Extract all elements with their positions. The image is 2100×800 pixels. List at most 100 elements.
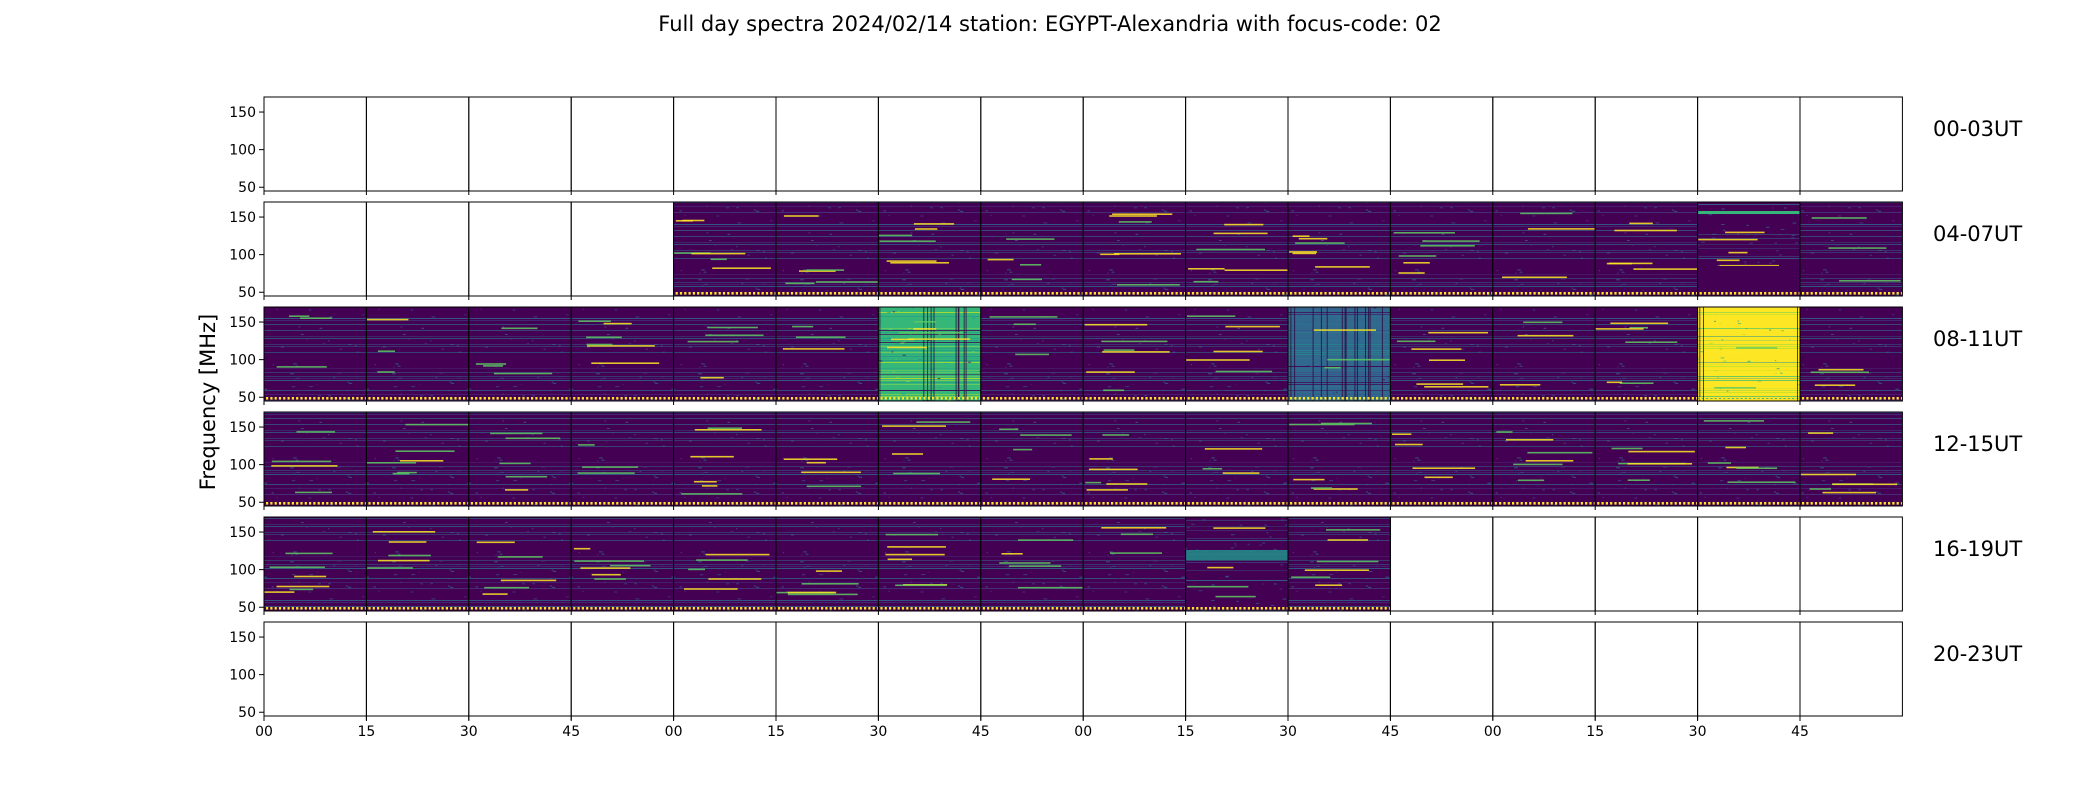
marker-dot [1234,397,1238,400]
marker-dot [1589,502,1592,505]
marker-dot [398,607,401,610]
marker-dot [1077,607,1080,610]
marker-dot [463,397,466,400]
panel-frame [365,96,470,192]
emission-line [712,267,771,269]
marker-dot [1141,292,1144,295]
marker-dot [697,502,700,505]
marker-dot [1520,292,1523,295]
marker-dot [603,502,606,505]
panel-frame [1492,621,1596,717]
marker-dot [1363,607,1366,610]
marker-dot [317,502,320,505]
marker-dot [962,607,965,610]
marker-dot [1171,502,1174,505]
marker-dot [727,397,730,400]
emission-line [887,346,927,349]
emission-line [499,462,531,465]
marker-dot [1047,502,1050,505]
marker-dot [1106,607,1109,610]
marker-dot [1618,292,1621,295]
marker-dot [1418,502,1421,505]
marker-dot [812,607,815,610]
marker-dot [1426,292,1429,295]
marker-dot [936,292,939,295]
marker-dot [1777,292,1780,295]
marker-dot [1380,502,1383,505]
marker-dot [757,292,760,295]
marker-dot [1243,397,1246,400]
marker-dot [1742,397,1745,400]
emission-line [1186,359,1250,361]
spectrogram-panel [1800,202,1903,296]
emission-line [289,315,310,317]
marker-dot [1260,397,1263,400]
marker-dot [1516,397,1519,400]
marker-dot [1474,502,1477,505]
marker-dot [1384,502,1387,505]
marker-dot [688,502,691,505]
marker-dot [458,397,461,400]
marker-dot [1576,502,1579,505]
marker-dot [697,292,700,295]
marker-dot [1265,607,1268,610]
marker-dot [552,607,555,610]
marker-dot [1132,397,1135,400]
marker-dot [1465,292,1468,295]
emission-line [1496,431,1513,433]
marker-dot [1179,292,1182,295]
marker-dot [1191,292,1195,295]
marker-dot [1849,397,1852,400]
marker-dot [859,607,862,610]
marker-dot [803,607,806,610]
emission-line [1396,340,1436,343]
marker-dot [1294,502,1297,505]
marker-dot [1413,397,1417,400]
marker-dot [697,397,700,400]
marker-dot [1004,502,1007,505]
spectrogram-panel [1390,202,1493,296]
marker-dot [897,397,900,400]
marker-dot [381,397,384,400]
marker-dot [688,292,691,295]
marker-dot [1213,397,1216,400]
marker-dot [356,502,359,505]
marker-dot [1729,502,1732,505]
marker-dot [1708,397,1711,400]
emission-line [1202,468,1223,470]
marker-dot [1524,292,1528,295]
marker-dot [765,397,769,400]
emission-line [1428,331,1489,334]
marker-dot [1678,397,1682,400]
marker-dot [1141,607,1144,610]
marker-dot [1200,292,1203,295]
emission-line [890,262,949,264]
marker-dot [718,502,721,505]
panel-frame [468,621,572,717]
marker-dot [1435,502,1438,505]
marker-dot [270,397,273,400]
marker-dot [722,292,726,295]
marker-dot [1819,292,1822,295]
y-tick-label: 150 [229,210,256,226]
marker-dot [1814,292,1818,295]
spectrogram-panel [1288,202,1391,296]
marker-dot [753,607,756,610]
marker-dot [786,397,789,400]
marker-dot [620,607,623,610]
marker-dot [283,607,286,610]
panel-frame [1799,306,1903,402]
emission-line [395,450,455,452]
marker-dot [611,607,615,610]
marker-dot [500,397,504,400]
marker-dot [1154,607,1157,610]
emission-line [1326,529,1381,531]
marker-dot [1333,397,1336,400]
marker-dot [1320,292,1323,295]
marker-dot [1892,292,1895,295]
marker-dot [714,502,717,505]
marker-dot [1132,607,1135,610]
marker-dot [1572,502,1575,505]
marker-dot [402,607,405,610]
